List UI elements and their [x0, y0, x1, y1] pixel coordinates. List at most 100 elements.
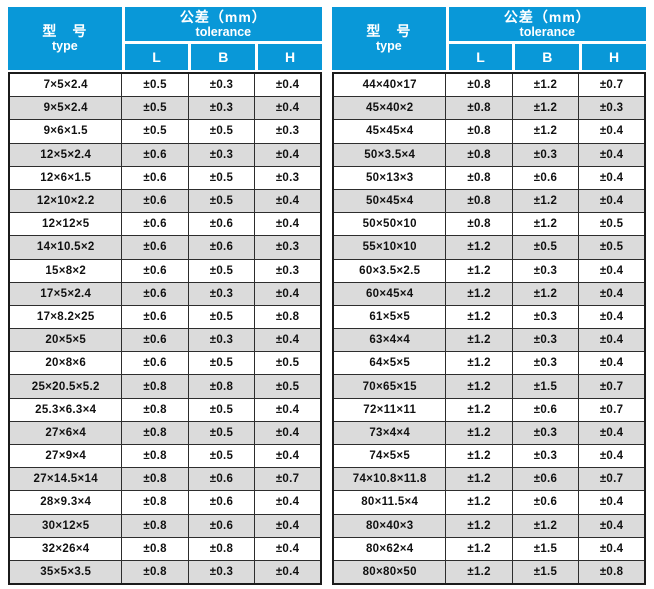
type-cell: 28×9.3×4 [8, 490, 123, 515]
tolerance-cell-h: ±0.4 [578, 351, 646, 376]
tolerance-cell-h: ±0.8 [254, 304, 322, 330]
tolerance-cell-b: ±1.5 [511, 536, 580, 561]
tolerance-cell-b: ±0.3 [187, 96, 256, 121]
type-header-cell: 型 号 type [332, 7, 446, 70]
tolerance-cell-h: ±0.4 [578, 328, 646, 353]
column-header-L: L [124, 44, 189, 70]
tolerance-cell-l: ±0.8 [121, 443, 189, 469]
table-row: 44×40×17 ±0.8 ±1.2 ±0.7 [332, 72, 646, 98]
table-row: 74×10.8×11.8 ±1.2 ±0.6 ±0.7 [332, 467, 646, 492]
tolerance-cell-b: ±0.5 [187, 351, 256, 376]
tolerance-cell-h: ±0.7 [254, 467, 322, 492]
table-row: 63×4×4 ±1.2 ±0.3 ±0.4 [332, 328, 646, 353]
table-row: 32×26×4 ±0.8 ±0.8 ±0.4 [8, 536, 322, 561]
table-row: 80×62×4 ±1.2 ±1.5 ±0.4 [332, 536, 646, 561]
table-row: 74×5×5 ±1.2 ±0.3 ±0.4 [332, 443, 646, 469]
tolerance-cell-l: ±0.8 [121, 536, 189, 561]
tolerance-cell-h: ±0.4 [578, 165, 646, 190]
tolerance-header-cell: 公差（mm） tolerance [124, 7, 322, 41]
type-cell: 64×5×5 [332, 351, 447, 376]
type-cell: 9×5×2.4 [8, 96, 123, 121]
tolerance-cell-b: ±1.2 [511, 119, 580, 144]
tolerance-cell-b: ±0.6 [187, 490, 256, 515]
tolerance-cell-b: ±0.3 [511, 351, 580, 376]
type-label-zh: 型 号 [366, 23, 412, 40]
tolerance-cell-h: ±0.4 [254, 490, 322, 515]
tolerance-cell-b: ±0.5 [187, 443, 256, 469]
tolerance-cell-h: ±0.4 [254, 142, 322, 167]
table-row: 7×5×2.4 ±0.5 ±0.3 ±0.4 [8, 72, 322, 98]
tolerance-cell-h: ±0.4 [578, 513, 646, 538]
type-cell: 60×3.5×2.5 [332, 258, 447, 283]
table-row: 45×45×4 ±0.8 ±1.2 ±0.4 [332, 119, 646, 144]
tolerance-cell-h: ±0.4 [254, 281, 322, 306]
table-row: 20×5×5 ±0.6 ±0.3 ±0.4 [8, 328, 322, 353]
tolerance-cell-h: ±0.4 [254, 559, 322, 585]
type-cell: 63×4×4 [332, 328, 447, 353]
table-row: 17×5×2.4 ±0.6 ±0.3 ±0.4 [8, 281, 322, 306]
tolerance-cell-h: ±0.7 [578, 467, 646, 492]
tolerance-cell-b: ±0.3 [187, 142, 256, 167]
tolerance-cell-b: ±0.6 [511, 467, 580, 492]
tolerance-cell-l: ±0.8 [121, 374, 189, 399]
tolerance-cell-h: ±0.4 [254, 513, 322, 538]
tolerance-cell-h: ±0.5 [254, 351, 322, 376]
table-row: 60×45×4 ±1.2 ±1.2 ±0.4 [332, 281, 646, 306]
tolerance-cell-l: ±0.6 [121, 142, 189, 167]
tolerance-cell-h: ±0.4 [254, 443, 322, 469]
type-cell: 50×3.5×4 [332, 142, 447, 167]
table-row: 28×9.3×4 ±0.8 ±0.6 ±0.4 [8, 490, 322, 515]
tolerance-cell-l: ±0.8 [445, 188, 513, 214]
tolerance-cell-b: ±0.3 [187, 328, 256, 353]
tolerance-cell-l: ±0.6 [121, 281, 189, 306]
tolerance-cell-l: ±0.6 [121, 351, 189, 376]
tolerance-cell-l: ±1.2 [445, 467, 513, 492]
table-row: 30×12×5 ±0.8 ±0.6 ±0.4 [8, 513, 322, 538]
tolerance-cell-h: ±0.7 [578, 397, 646, 422]
table-row: 17×8.2×25 ±0.6 ±0.5 ±0.8 [8, 304, 322, 330]
tolerance-data-table: 7×5×2.4 ±0.5 ±0.3 ±0.4 9×5×2.4 ±0.5 ±0.3 ±0.4 9×… [8, 72, 322, 586]
tolerance-cell-l: ±0.6 [121, 258, 189, 283]
type-cell: 27×6×4 [8, 420, 123, 446]
tolerance-cell-b: ±1.2 [511, 212, 580, 237]
tolerance-cell-l: ±0.8 [445, 165, 513, 190]
type-label-zh: 型 号 [42, 23, 88, 40]
tolerance-cell-h: ±0.3 [578, 96, 646, 121]
column-header-H: H [258, 44, 322, 70]
type-cell: 80×40×3 [332, 513, 447, 538]
table-header: 型 号 type 公差（mm） tolerance L B H [8, 7, 322, 70]
tolerance-cell-b: ±1.2 [511, 513, 580, 538]
table-row: 50×50×10 ±0.8 ±1.2 ±0.5 [332, 212, 646, 237]
type-cell: 15×8×2 [8, 258, 123, 283]
tolerance-cell-l: ±0.6 [121, 165, 189, 190]
type-cell: 25×20.5×5.2 [8, 374, 123, 399]
table-row: 45×40×2 ±0.8 ±1.2 ±0.3 [332, 96, 646, 121]
type-cell: 9×6×1.5 [8, 119, 123, 144]
tolerance-cell-h: ±0.4 [578, 188, 646, 214]
tolerance-cell-b: ±1.5 [511, 559, 580, 585]
table-row: 80×40×3 ±1.2 ±1.2 ±0.4 [332, 513, 646, 538]
table-row: 20×8×6 ±0.6 ±0.5 ±0.5 [8, 351, 322, 376]
type-cell: 80×62×4 [332, 536, 447, 561]
tolerance-cell-h: ±0.3 [254, 165, 322, 190]
tolerance-cell-h: ±0.4 [254, 188, 322, 214]
tolerance-cell-l: ±1.2 [445, 559, 513, 585]
tolerance-cell-h: ±0.4 [254, 72, 322, 98]
tolerance-cell-b: ±0.5 [187, 188, 256, 214]
tolerance-cell-b: ±0.5 [187, 420, 256, 446]
table-row: 80×80×50 ±1.2 ±1.5 ±0.8 [332, 559, 646, 585]
tolerance-cell-b: ±0.3 [511, 304, 580, 330]
table-header: 型 号 type 公差（mm） tolerance L B H [332, 7, 646, 70]
column-header-B: B [191, 44, 256, 70]
table-row: 9×6×1.5 ±0.5 ±0.5 ±0.3 [8, 119, 322, 144]
tolerance-header-cell: 公差（mm） tolerance [448, 7, 646, 41]
tolerance-label-zh: 公差（mm） [179, 8, 267, 25]
type-cell: 50×45×4 [332, 188, 447, 214]
table-row: 73×4×4 ±1.2 ±0.3 ±0.4 [332, 420, 646, 446]
tolerance-cell-b: ±0.8 [187, 374, 256, 399]
type-cell: 50×50×10 [332, 212, 447, 237]
tolerance-cell-l: ±1.2 [445, 328, 513, 353]
type-cell: 27×14.5×14 [8, 467, 123, 492]
type-cell: 20×5×5 [8, 328, 123, 353]
